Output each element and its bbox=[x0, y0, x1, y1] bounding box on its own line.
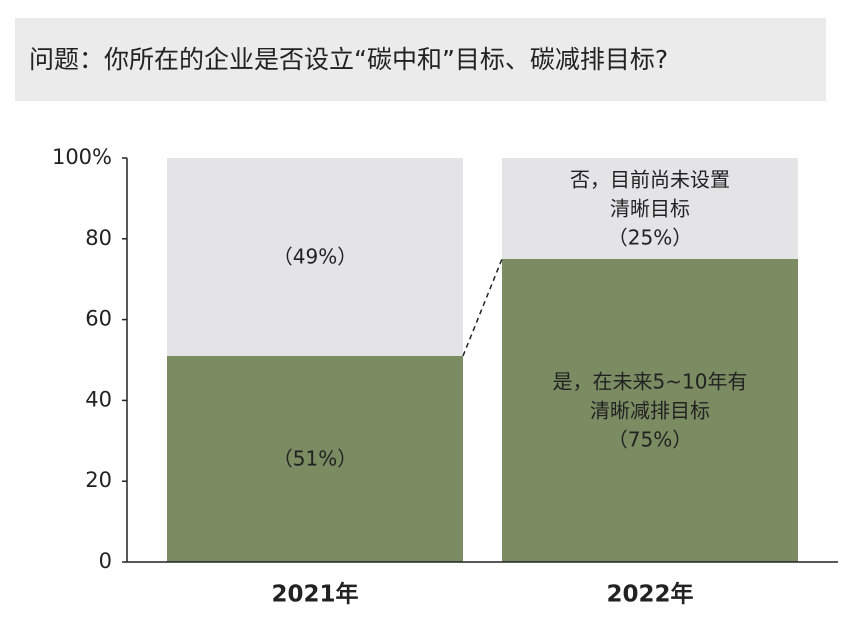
segment-label: 是，在未来5~10年有清晰减排目标 （75%） bbox=[550, 367, 750, 454]
connector bbox=[462, 258, 503, 357]
series-name: 是，在未来5~10年有清晰减排目标 bbox=[552, 369, 748, 422]
x-tick-label: 2021年 bbox=[271, 581, 358, 608]
y-tick-label: 20 bbox=[85, 468, 112, 492]
y-tick-label: 40 bbox=[85, 387, 112, 411]
value-label: （49%） bbox=[272, 244, 358, 269]
bar-segment bbox=[167, 355, 463, 562]
value-label: （51%） bbox=[272, 446, 358, 471]
series-name: 否，目前尚未设置清晰目标 bbox=[570, 167, 730, 220]
bar-segment bbox=[167, 158, 463, 356]
y-tick-label: 0 bbox=[99, 549, 112, 573]
y-tick-label: 100% bbox=[52, 145, 112, 169]
segment-label: 否，目前尚未设置清晰目标 （25%） bbox=[565, 165, 735, 252]
bar-segment bbox=[502, 158, 798, 259]
bar-segment bbox=[502, 259, 798, 562]
y-tick-label: 60 bbox=[85, 307, 112, 331]
chart-title: 问题：你所在的企业是否设立“碳中和”目标、碳减排目标? bbox=[29, 45, 669, 74]
value-label: （75%） bbox=[607, 427, 693, 451]
x-tick-label: 2022年 bbox=[606, 581, 693, 608]
y-tick-label: 80 bbox=[85, 226, 112, 250]
value-label: （25%） bbox=[607, 225, 693, 249]
segment-label: （51%） bbox=[215, 444, 415, 473]
segment-label: （49%） bbox=[230, 242, 400, 271]
title-box: 问题：你所在的企业是否设立“碳中和”目标、碳减排目标? bbox=[15, 18, 826, 101]
